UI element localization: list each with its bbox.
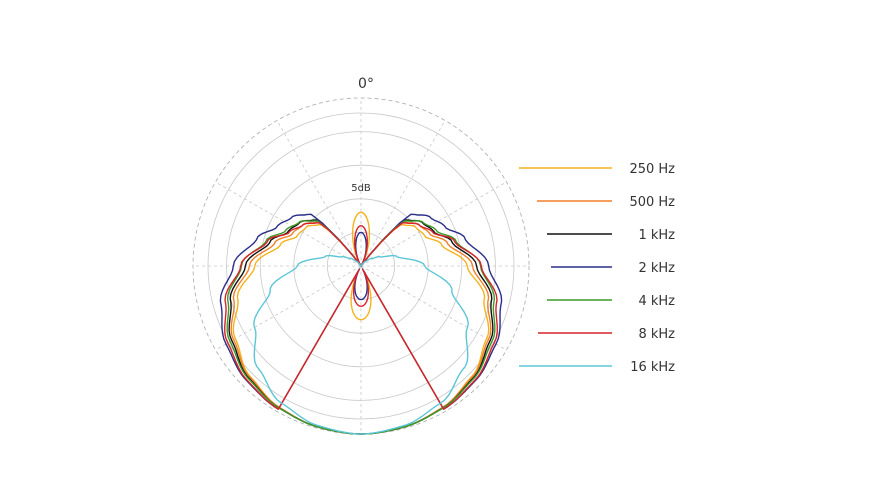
ring-label-5db: 5dB xyxy=(351,183,371,194)
legend-label: 250 Hz xyxy=(629,162,675,177)
grid-spoke xyxy=(215,265,362,351)
curve-8-khz xyxy=(223,222,498,410)
legend: 250 Hz 500 Hz 1 kHz 2 kHz 4 kHz 8 kHz 16 kHz xyxy=(519,162,675,375)
grid-spoke xyxy=(360,265,507,351)
grid-spoke xyxy=(215,181,362,267)
grid-spoke xyxy=(360,181,507,267)
grid-spoke xyxy=(276,120,362,267)
angle-label-0deg: 0° xyxy=(358,76,374,92)
polar-curves xyxy=(219,211,503,435)
legend-label: 1 kHz xyxy=(638,228,675,243)
legend-label: 4 kHz xyxy=(638,294,675,309)
legend-label: 500 Hz xyxy=(629,195,675,210)
legend-label: 8 kHz xyxy=(638,327,675,342)
curve-16-khz xyxy=(252,254,469,435)
grid-ring-outer xyxy=(192,97,530,435)
curve-2-khz xyxy=(219,213,503,410)
curve-250-hz xyxy=(232,211,490,409)
grid-spoke xyxy=(360,120,446,267)
legend-label: 2 kHz xyxy=(638,261,675,276)
legend-label: 16 kHz xyxy=(630,360,675,375)
grid-ring xyxy=(259,164,463,368)
